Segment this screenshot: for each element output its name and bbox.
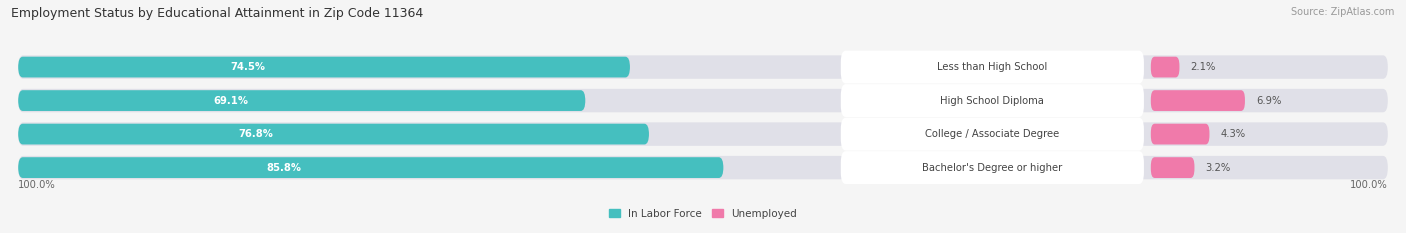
Legend: In Labor Force, Unemployed: In Labor Force, Unemployed bbox=[609, 209, 797, 219]
FancyBboxPatch shape bbox=[18, 124, 650, 144]
Text: 6.9%: 6.9% bbox=[1256, 96, 1281, 106]
Text: 4.3%: 4.3% bbox=[1220, 129, 1246, 139]
FancyBboxPatch shape bbox=[18, 90, 585, 111]
FancyBboxPatch shape bbox=[841, 118, 1144, 151]
Text: College / Associate Degree: College / Associate Degree bbox=[925, 129, 1060, 139]
FancyBboxPatch shape bbox=[18, 57, 630, 77]
Text: Source: ZipAtlas.com: Source: ZipAtlas.com bbox=[1291, 7, 1395, 17]
FancyBboxPatch shape bbox=[841, 151, 1144, 184]
Text: Less than High School: Less than High School bbox=[938, 62, 1047, 72]
FancyBboxPatch shape bbox=[1152, 157, 1195, 178]
FancyBboxPatch shape bbox=[1152, 90, 1244, 111]
FancyBboxPatch shape bbox=[1152, 124, 1209, 144]
FancyBboxPatch shape bbox=[18, 157, 724, 178]
Text: 69.1%: 69.1% bbox=[214, 96, 249, 106]
Text: Bachelor's Degree or higher: Bachelor's Degree or higher bbox=[922, 163, 1063, 173]
FancyBboxPatch shape bbox=[841, 84, 1144, 117]
FancyBboxPatch shape bbox=[841, 51, 1144, 83]
Text: High School Diploma: High School Diploma bbox=[941, 96, 1045, 106]
Text: Employment Status by Educational Attainment in Zip Code 11364: Employment Status by Educational Attainm… bbox=[11, 7, 423, 20]
Text: 3.2%: 3.2% bbox=[1205, 163, 1230, 173]
FancyBboxPatch shape bbox=[18, 156, 1388, 179]
FancyBboxPatch shape bbox=[18, 122, 1388, 146]
Text: 2.1%: 2.1% bbox=[1191, 62, 1216, 72]
Text: 76.8%: 76.8% bbox=[238, 129, 273, 139]
Text: 100.0%: 100.0% bbox=[1350, 180, 1388, 190]
FancyBboxPatch shape bbox=[18, 89, 1388, 112]
FancyBboxPatch shape bbox=[1152, 57, 1180, 77]
Text: 74.5%: 74.5% bbox=[231, 62, 266, 72]
Text: 100.0%: 100.0% bbox=[18, 180, 56, 190]
Text: 85.8%: 85.8% bbox=[266, 163, 301, 173]
FancyBboxPatch shape bbox=[18, 55, 1388, 79]
